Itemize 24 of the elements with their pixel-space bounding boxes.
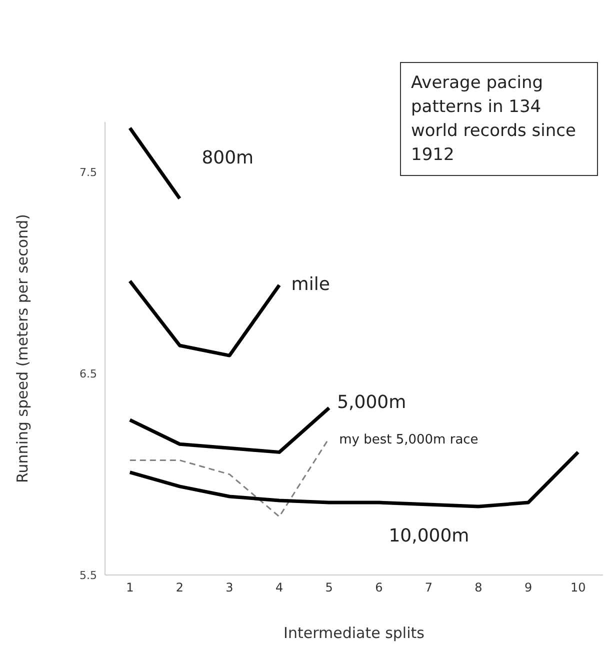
series-label: 800m — [202, 147, 254, 168]
x-tick-label: 10 — [570, 580, 586, 595]
y-tick-label: 6.5 — [80, 368, 97, 381]
series-label: 10,000m — [388, 525, 470, 546]
line-series — [128, 450, 580, 508]
y-tick-label: 5.5 — [80, 568, 97, 582]
series-label: 5,000m — [337, 392, 406, 413]
x-tick-label: 3 — [226, 580, 234, 595]
y-axis-title: Running speed (meters per second) — [13, 214, 32, 483]
x-tick-label: 1 — [126, 580, 134, 595]
line-series — [128, 279, 282, 358]
y-tick-label: 7.5 — [80, 166, 97, 180]
x-tick-label: 8 — [474, 580, 482, 595]
x-tick-label: 2 — [176, 580, 184, 595]
x-tick-label: 9 — [524, 580, 532, 595]
x-tick-label: 5 — [325, 580, 333, 595]
series-label: my best 5,000m race — [339, 432, 478, 448]
x-tick-label: 4 — [275, 580, 284, 595]
x-tick-label: 7 — [424, 580, 433, 595]
line-series — [128, 406, 331, 454]
series-label: mile — [291, 274, 330, 295]
chart-title: Average pacing patterns in 134 world records since 1912 — [400, 62, 598, 176]
x-axis-title: Intermediate splits — [284, 624, 425, 642]
x-tick-label: 6 — [375, 580, 383, 595]
